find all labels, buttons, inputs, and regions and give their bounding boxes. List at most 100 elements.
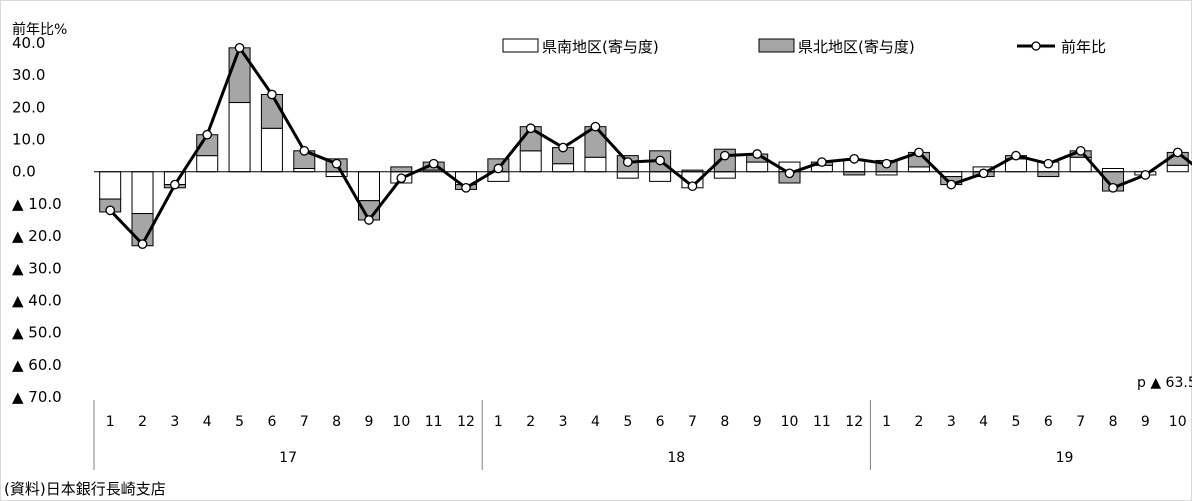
yoy-point <box>299 145 310 156</box>
yoy-point <box>687 181 698 192</box>
bar-south <box>196 155 219 173</box>
x-tick-month: 3 <box>170 414 179 430</box>
bar-north <box>260 93 283 129</box>
yoy-point <box>784 168 795 179</box>
legend-swatch-south <box>502 38 539 53</box>
x-tick-year: 18 <box>667 450 685 466</box>
x-tick-month: 8 <box>1109 414 1118 430</box>
y-tick-label: 30.0 <box>12 66 45 84</box>
yoy-point <box>428 158 439 169</box>
x-tick-month: 10 <box>392 414 410 430</box>
y-axis-title: 前年比% <box>12 21 67 38</box>
yoy-point <box>1172 147 1183 158</box>
legend-label-north: 県北地区(寄与度) <box>798 38 915 56</box>
yoy-point <box>1140 170 1151 180</box>
yoy-point <box>817 157 827 167</box>
legend-swatch-north <box>758 38 795 53</box>
bar-south <box>616 171 639 179</box>
x-tick-month: 9 <box>1141 414 1150 430</box>
yoy-point <box>881 158 892 169</box>
yoy-point <box>364 215 374 225</box>
legend-label-south: 県南地区(寄与度) <box>542 38 659 56</box>
x-tick-month: 3 <box>559 414 568 430</box>
axis-lines <box>93 171 1142 470</box>
bar-south <box>584 156 607 173</box>
yoy-point <box>137 239 148 249</box>
x-tick-month: 1 <box>882 414 891 430</box>
yoy-point <box>752 149 763 159</box>
bar-south <box>552 163 575 173</box>
x-tick-month: 6 <box>1044 414 1053 430</box>
legend-marker <box>1031 41 1041 51</box>
legend-label-yoy: 前年比 <box>1061 38 1106 56</box>
bar-north <box>1037 171 1060 178</box>
yoy-point <box>590 121 601 132</box>
x-tick-month: 4 <box>203 414 212 430</box>
x-tick-month: 3 <box>947 414 956 430</box>
x-tick-year: 17 <box>279 450 297 466</box>
x-tick-month: 5 <box>235 414 244 430</box>
y-tick-label: ▲ 20.0 <box>12 227 62 245</box>
yoy-point <box>719 150 730 161</box>
x-tick-month: 10 <box>1169 414 1187 430</box>
y-tick-label: ▲ 70.0 <box>12 388 62 406</box>
x-tick-month: 10 <box>781 414 799 430</box>
yoy-point <box>622 157 633 167</box>
yoy-point <box>558 142 568 153</box>
yoy-point <box>1108 182 1118 193</box>
x-tick-month: 8 <box>720 414 729 430</box>
bar-south <box>713 171 736 179</box>
y-tick-label: ▲ 60.0 <box>12 356 62 374</box>
yoy-point <box>525 123 536 134</box>
bar-south <box>907 166 930 173</box>
x-tick-month: 8 <box>332 414 341 430</box>
yoy-point <box>234 42 245 53</box>
yoy-point <box>461 182 471 193</box>
legend: 県南地区(寄与度) 県北地区(寄与度) 前年比 <box>502 38 1106 56</box>
x-tick-month: 9 <box>753 414 762 430</box>
bar-south <box>1166 164 1189 173</box>
y-tick-label: 40.0 <box>12 34 45 52</box>
y-tick-label: ▲ 40.0 <box>12 291 62 309</box>
yoy-point <box>655 155 665 166</box>
yoy-point <box>396 173 407 184</box>
source-note: (資料)日本銀行長崎支店 <box>4 480 166 498</box>
x-tick-year: 19 <box>1056 450 1074 466</box>
yoy-point <box>267 89 277 100</box>
y-tick-label: 10.0 <box>12 131 45 149</box>
bar-south <box>131 171 154 215</box>
x-tick-month: 12 <box>845 414 863 430</box>
x-tick-month: 7 <box>688 414 697 430</box>
bar-south <box>649 171 672 182</box>
x-tick-month: 12 <box>457 414 475 430</box>
x-tick-month: 4 <box>979 414 988 430</box>
yoy-point <box>978 168 989 179</box>
x-tick-month: 1 <box>106 414 115 430</box>
x-tick-month: 5 <box>623 414 632 430</box>
bar-south <box>260 127 283 173</box>
yoy-point <box>1075 145 1086 156</box>
x-tick-month: 11 <box>425 414 443 430</box>
yoy-point <box>105 205 116 216</box>
yoy-point <box>331 158 342 169</box>
bar-south <box>228 102 251 173</box>
x-tick-month: 7 <box>300 414 309 430</box>
yoy-point <box>1011 150 1021 161</box>
y-tick-label: ▲ 30.0 <box>12 259 62 277</box>
y-tick-label: ▲ 50.0 <box>12 324 62 342</box>
bar-south <box>357 171 380 202</box>
y-tick-label: 20.0 <box>12 98 45 116</box>
last-value-annotation: p ▲ 63.5 <box>1137 375 1192 391</box>
yoy-point <box>914 147 924 158</box>
bar-south <box>746 161 769 173</box>
bar-south <box>519 150 542 173</box>
x-tick-month: 2 <box>526 414 535 430</box>
y-tick-label: ▲ 10.0 <box>12 195 62 213</box>
x-tick-month: 2 <box>914 414 923 430</box>
yoy-line <box>105 42 1192 249</box>
x-tick-month: 5 <box>1012 414 1021 430</box>
x-tick-month: 2 <box>138 414 147 430</box>
y-tick-label: 0.0 <box>12 163 36 181</box>
x-tick-month: 4 <box>591 414 600 430</box>
